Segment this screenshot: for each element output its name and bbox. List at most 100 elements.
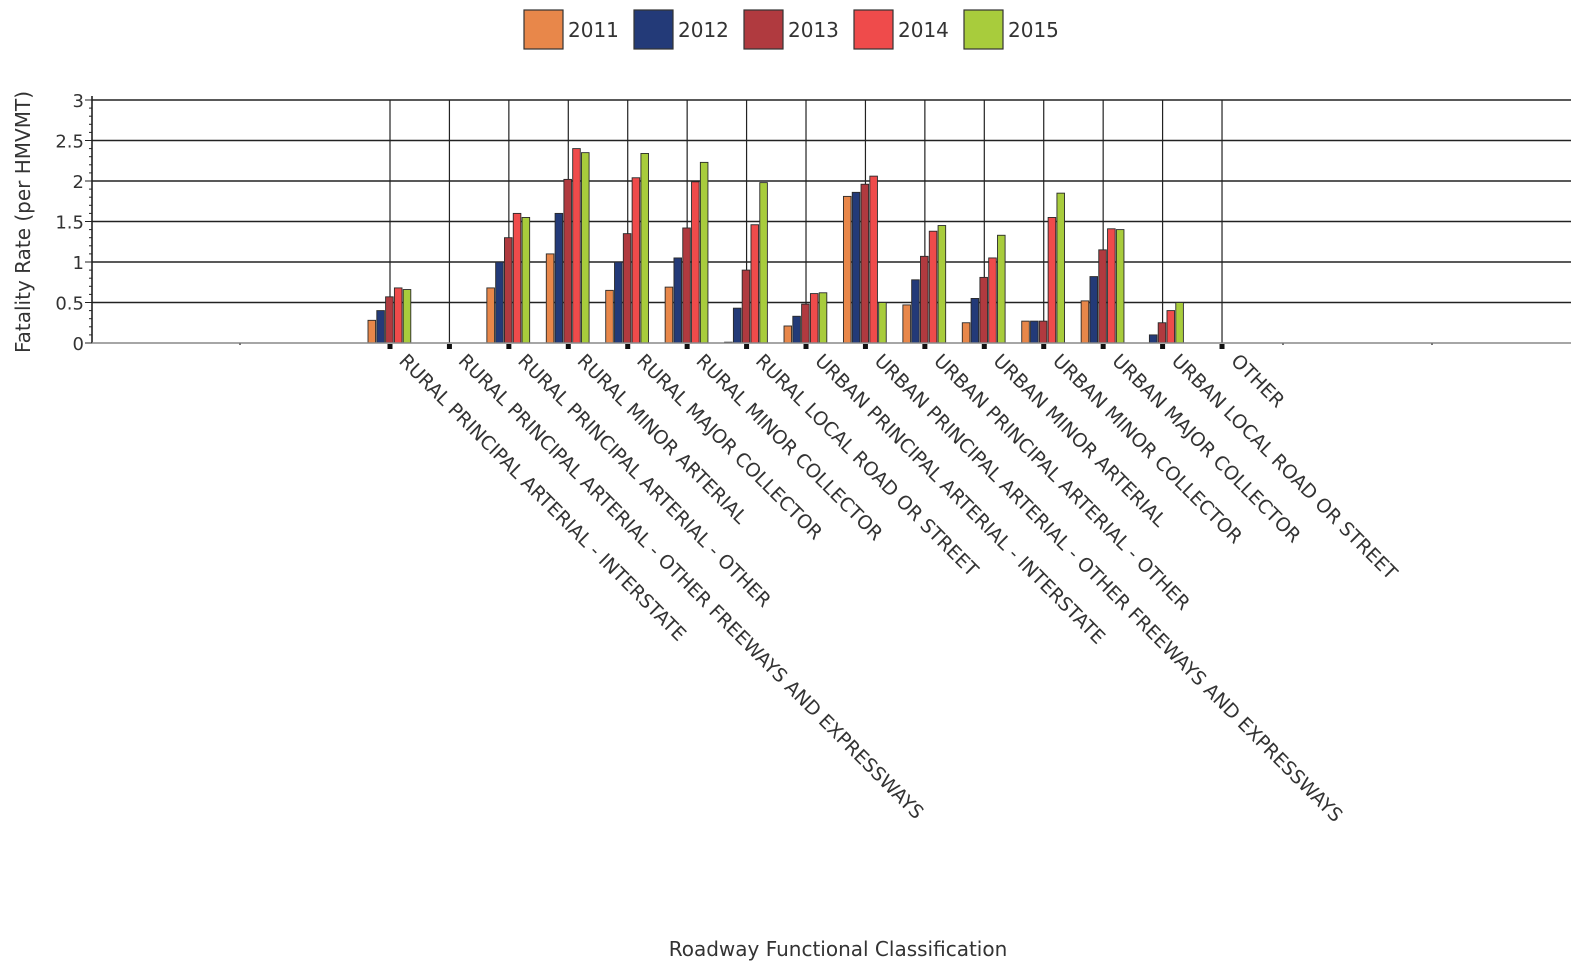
x-tick-mark xyxy=(1041,344,1047,349)
bar-2013-cat-9 xyxy=(920,255,929,344)
y-tick-label: 1.5 xyxy=(55,213,84,234)
bar-2012-cat-13 xyxy=(1148,334,1158,344)
chart-gridlines xyxy=(92,99,1571,343)
x-tick-mark xyxy=(387,344,393,349)
bar-2015-cat-7 xyxy=(818,292,828,344)
x-tick-mark xyxy=(803,344,809,349)
bar-2012-cat-0 xyxy=(376,310,385,344)
x-tick-mark xyxy=(684,344,690,349)
legend-swatch-2013 xyxy=(743,9,784,50)
bar-2014-cat-6 xyxy=(750,224,760,344)
x-tick-mark xyxy=(1100,344,1106,349)
legend-label-2011: 2011 xyxy=(568,18,619,42)
legend-swatch-2014 xyxy=(853,9,894,50)
bar-2012-cat-7 xyxy=(792,315,801,344)
x-axis-title: Roadway Functional Classification xyxy=(669,937,1008,961)
bar-2011-cat-9 xyxy=(902,304,911,344)
bar-2013-cat-7 xyxy=(801,303,810,344)
y-tick-label: 3 xyxy=(73,91,84,112)
bar-2011-cat-10 xyxy=(961,322,971,344)
bar-2011-cat-0 xyxy=(367,319,377,344)
x-tick-mark xyxy=(981,344,987,349)
bar-2011-cat-5 xyxy=(664,286,674,344)
bar-2012-cat-8 xyxy=(851,191,861,344)
bar-2011-cat-12 xyxy=(1080,300,1090,344)
bar-2014-cat-0 xyxy=(393,287,403,344)
legend-swatch-2012 xyxy=(633,9,674,50)
chart-legend: 2011 2012 2013 2014 2015 xyxy=(523,9,1059,50)
bar-2014-cat-3 xyxy=(572,148,581,344)
x-axis-dot xyxy=(1431,343,1433,345)
x-category-labels: RURAL PRINCIPAL ARTERIAL - INTERSTATERUR… xyxy=(394,350,1401,827)
x-category-label: RURAL LOCAL ROAD OR STREET xyxy=(751,350,983,582)
bar-2015-cat-12 xyxy=(1115,229,1125,344)
bar-2014-cat-12 xyxy=(1107,228,1116,344)
bar-2014-cat-4 xyxy=(631,177,641,344)
x-tick-mark xyxy=(1219,344,1225,349)
bar-2011-cat-4 xyxy=(605,289,614,344)
bar-2014-cat-7 xyxy=(809,293,819,344)
bar-2014-cat-9 xyxy=(928,230,938,344)
x-axis-dot xyxy=(1282,343,1284,345)
bar-2014-cat-13 xyxy=(1166,310,1176,344)
legend-label-2015: 2015 xyxy=(1008,18,1059,42)
bar-2015-cat-13 xyxy=(1175,302,1184,344)
bar-2015-cat-2 xyxy=(521,216,531,344)
x-tick-mark xyxy=(1160,344,1166,349)
bar-2013-cat-3 xyxy=(563,178,572,344)
bar-2013-cat-10 xyxy=(979,276,988,344)
legend-swatch-2015 xyxy=(963,9,1004,50)
bar-2012-cat-9 xyxy=(911,279,920,344)
x-tick-mark xyxy=(625,344,631,349)
bar-2015-cat-5 xyxy=(699,161,709,344)
bar-2015-cat-6 xyxy=(759,182,768,344)
y-axis-title: Fatality Rate (per HMVMT) xyxy=(11,91,35,353)
chart-axes xyxy=(85,96,1571,349)
bar-2012-cat-11 xyxy=(1030,320,1039,344)
x-tick-mark xyxy=(744,344,750,349)
bar-2015-cat-3 xyxy=(581,152,590,344)
bar-2012-cat-10 xyxy=(970,298,980,344)
legend-label-2014: 2014 xyxy=(898,18,949,42)
legend-label-2012: 2012 xyxy=(678,18,729,42)
bar-2013-cat-12 xyxy=(1098,249,1107,344)
bar-2014-cat-11 xyxy=(1047,216,1057,344)
x-tick-mark xyxy=(922,344,928,349)
legend-swatch-2011 xyxy=(523,9,564,50)
x-tick-mark xyxy=(565,344,571,349)
bar-2012-cat-3 xyxy=(554,212,564,344)
bar-2011-cat-2 xyxy=(486,287,495,344)
x-axis-dot xyxy=(239,343,241,345)
bar-2015-cat-10 xyxy=(997,234,1006,344)
bar-2014-cat-8 xyxy=(869,175,878,344)
y-tick-label: 2 xyxy=(73,172,84,193)
y-tick-label: 0 xyxy=(73,334,84,355)
bar-2011-cat-7 xyxy=(783,325,793,344)
bar-2013-cat-4 xyxy=(622,233,632,344)
bar-2014-cat-10 xyxy=(988,257,997,344)
x-tick-mark xyxy=(506,344,512,349)
x-category-label: URBAN LOCAL ROAD OR STREET xyxy=(1167,350,1402,585)
bar-2013-cat-2 xyxy=(504,237,513,344)
y-tick-label: 0.5 xyxy=(55,294,84,315)
bar-2011-cat-11 xyxy=(1021,320,1030,344)
bar-2015-cat-4 xyxy=(640,153,649,344)
x-tick-mark xyxy=(446,344,452,349)
bar-2014-cat-5 xyxy=(691,181,700,344)
bar-2013-cat-13 xyxy=(1157,322,1167,344)
x-tick-mark xyxy=(862,344,868,349)
bar-2013-cat-11 xyxy=(1038,320,1048,344)
bar-2013-cat-8 xyxy=(860,183,870,344)
bar-2013-cat-0 xyxy=(385,296,394,344)
y-tick-label: 2.5 xyxy=(55,132,84,153)
bar-2011-cat-8 xyxy=(842,195,852,344)
y-tick-label: 1 xyxy=(73,253,84,274)
bar-2015-cat-8 xyxy=(878,302,887,344)
bar-2012-cat-4 xyxy=(614,261,623,344)
bar-2013-cat-6 xyxy=(741,269,751,344)
bar-2014-cat-2 xyxy=(512,212,522,344)
y-tick-labels: 0 0.5 1 1.5 2 2.5 3 xyxy=(55,91,84,355)
bar-2012-cat-5 xyxy=(673,257,683,344)
legend-label-2013: 2013 xyxy=(788,18,839,42)
